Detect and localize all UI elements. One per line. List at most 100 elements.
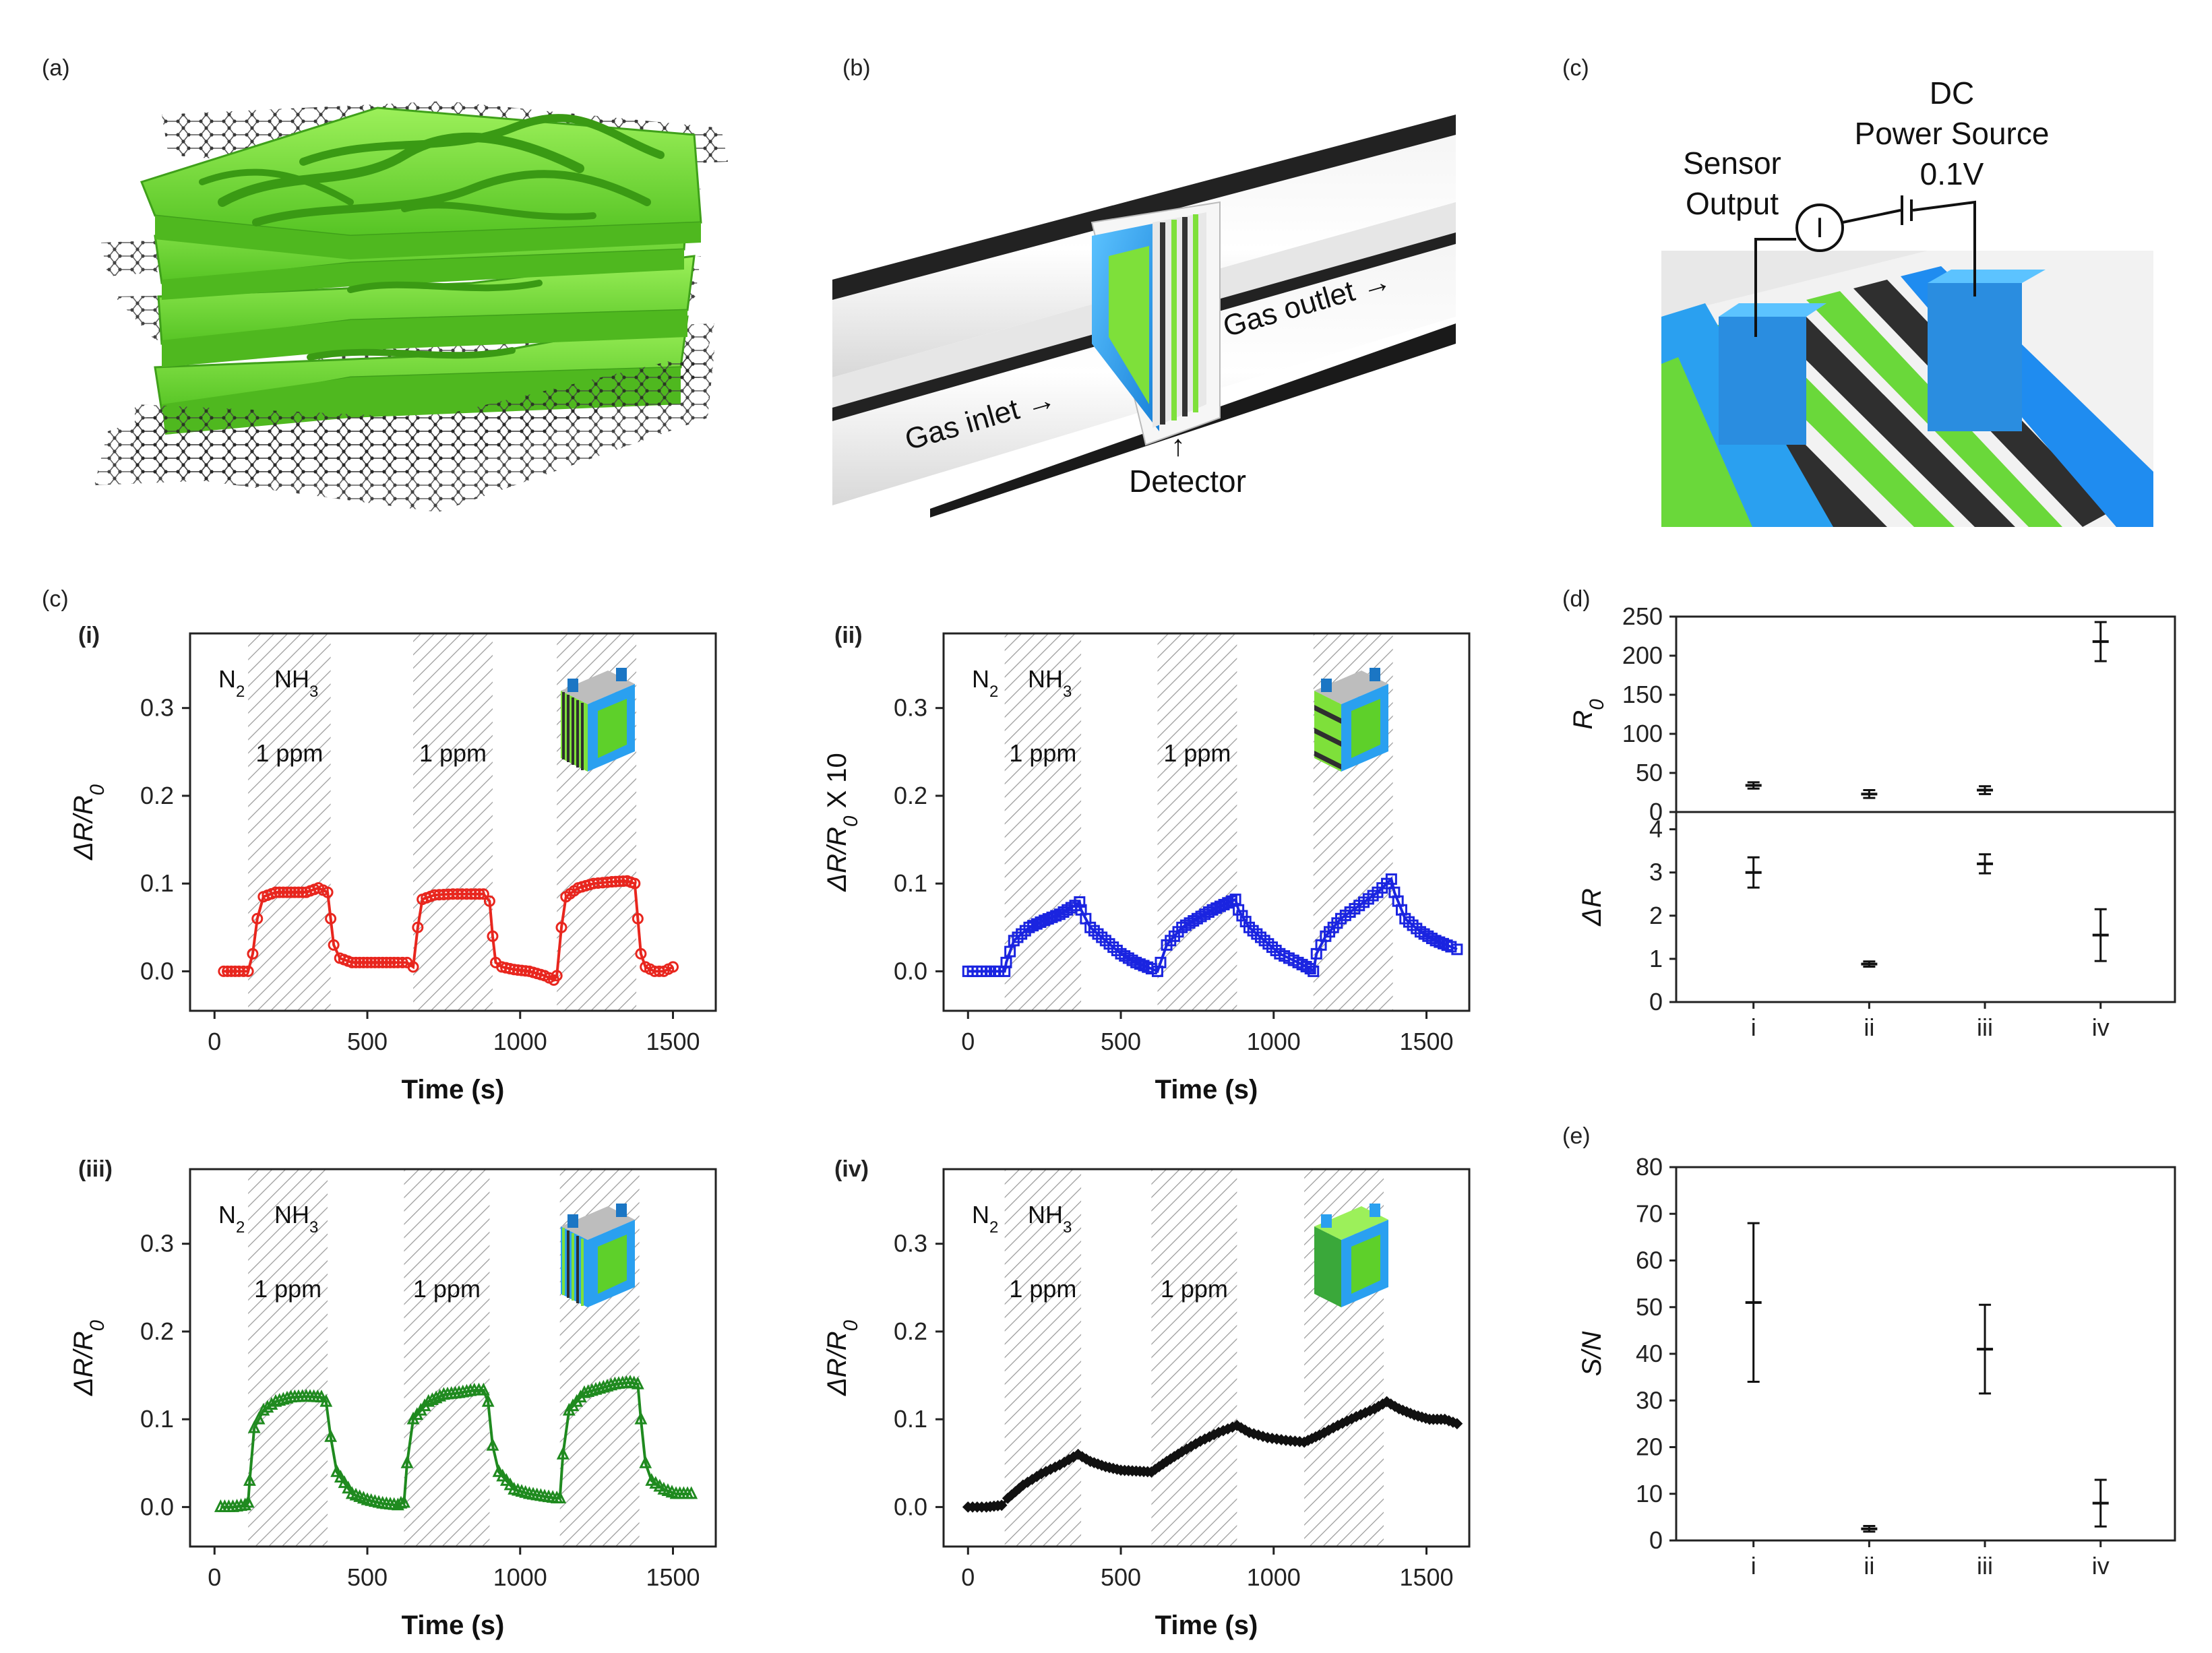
- data-point: [338, 1475, 351, 1489]
- plot-frame: [1675, 811, 2176, 1003]
- data-point: [273, 1393, 286, 1406]
- data-point: [247, 947, 259, 960]
- data-point: [251, 912, 264, 925]
- y-tick-label: 0.2: [140, 1317, 174, 1345]
- data-point: [277, 886, 289, 898]
- nh3-exposure-window: [1004, 633, 1082, 1011]
- y-tick-label: 0: [1649, 1526, 1663, 1554]
- data-point: [520, 965, 532, 977]
- y-tick-label: 30: [1636, 1386, 1663, 1414]
- data-point: [297, 886, 309, 898]
- data-point: [350, 956, 362, 968]
- panel-label-b: (b): [842, 55, 871, 81]
- data-point: [239, 1497, 252, 1511]
- data-point: [237, 965, 249, 977]
- x-tick-label: 500: [1101, 1563, 1141, 1591]
- data-point: [631, 1376, 644, 1390]
- subpanel-label: (iv): [834, 1156, 869, 1182]
- data-point: [280, 1390, 294, 1404]
- data-point: [667, 961, 679, 973]
- y-tick-label: 2: [1649, 902, 1663, 929]
- data-point: [354, 956, 366, 968]
- y-tick-label: 0.1: [894, 869, 927, 897]
- x-tick-label: iv: [2092, 1552, 2110, 1580]
- data-point: [492, 1464, 505, 1477]
- data-point: [252, 1411, 266, 1425]
- data-point: [634, 1411, 648, 1425]
- x-tick-label: iv: [2092, 1013, 2110, 1041]
- y-tick-label: 250: [1622, 602, 1663, 630]
- data-point: [1308, 965, 1320, 977]
- data-point: [365, 956, 377, 968]
- data-point: [508, 964, 520, 976]
- y-tick-label: 50: [1636, 1293, 1663, 1321]
- x-tick-label: iii: [1977, 1552, 1993, 1580]
- y-tick-label: 20: [1636, 1433, 1663, 1461]
- y-tick-label: 150: [1622, 681, 1663, 708]
- y-tick-label: 100: [1622, 720, 1663, 747]
- data-point: [1000, 956, 1012, 968]
- data-point: [225, 965, 237, 977]
- dc-label: DC: [1930, 75, 1974, 111]
- data-point: [993, 965, 1005, 977]
- n2-label: N2: [218, 1201, 245, 1237]
- y-axis-title: S/N: [1577, 1332, 1607, 1377]
- x-axis-title: Time (s): [402, 1611, 505, 1640]
- data-point: [1233, 904, 1245, 916]
- y-tick-label: 0.1: [894, 1405, 927, 1433]
- n2-label: N2: [972, 1201, 998, 1237]
- panel-label-e: (e): [1562, 1123, 1591, 1149]
- data-point: [243, 1472, 256, 1486]
- x-tick-label: 0: [208, 1028, 221, 1055]
- y-tick-label: 0.0: [140, 957, 174, 985]
- data-point: [361, 956, 373, 968]
- panel-label-c-top: (c): [1562, 55, 1589, 81]
- sensor-inset-icon: [561, 1204, 635, 1307]
- x-tick-label: 500: [347, 1028, 388, 1055]
- nh3-exposure-window: [1157, 633, 1237, 1011]
- schematic-c: (c) I Sensor Output DC Power Source 0.: [1562, 55, 2153, 527]
- subpanel-label: (ii): [834, 623, 863, 648]
- schematic-a: (a): [42, 55, 728, 512]
- sensor-output-line1: Sensor: [1683, 146, 1781, 181]
- subpanel-label: (iii): [78, 1156, 113, 1182]
- plot-frame: [189, 632, 717, 1012]
- x-tick-label: 1000: [1247, 1028, 1301, 1055]
- data-point: [486, 1437, 499, 1451]
- x-tick-label: i: [1751, 1552, 1756, 1580]
- y-tick-label: 200: [1622, 642, 1663, 669]
- data-point: [422, 1394, 435, 1407]
- data-point: [553, 1491, 567, 1503]
- concentration-label: 1 ppm: [1161, 1275, 1228, 1303]
- y-tick-label: 0.3: [140, 1230, 174, 1257]
- power-source-label: Power Source: [1855, 116, 2050, 151]
- data-point: [473, 888, 485, 900]
- data-point: [593, 1381, 607, 1394]
- x-tick-label: ii: [1864, 1013, 1874, 1041]
- data-point: [1145, 962, 1157, 974]
- y-tick-label: 0.3: [894, 694, 927, 722]
- data-point: [1304, 962, 1316, 974]
- data-point: [555, 921, 567, 933]
- y-tick-label: 60: [1636, 1247, 1663, 1274]
- data-point: [617, 875, 629, 887]
- x-axis-title: Time (s): [402, 1075, 505, 1104]
- data-point: [377, 956, 389, 968]
- data-point: [503, 1477, 517, 1491]
- data-point: [218, 965, 230, 977]
- concentration-label: 1 ppm: [1163, 739, 1231, 767]
- detector-arrow: ↑: [1171, 429, 1186, 462]
- data-point: [496, 1468, 510, 1482]
- data-point: [380, 956, 392, 968]
- chart-d-r0: 0 50 100 150 200 250 R0: [1568, 602, 2176, 825]
- data-point: [606, 876, 618, 888]
- detector-label: Detector: [1129, 464, 1246, 499]
- y-tick-label: 0.1: [140, 1405, 174, 1433]
- data-point: [293, 886, 305, 898]
- x-tick-label: 1000: [1247, 1563, 1301, 1591]
- y-tick-label: 0.0: [894, 957, 927, 985]
- panel-label-d: (d): [1562, 586, 1591, 612]
- y-axis-title: ΔR/R0: [69, 784, 109, 861]
